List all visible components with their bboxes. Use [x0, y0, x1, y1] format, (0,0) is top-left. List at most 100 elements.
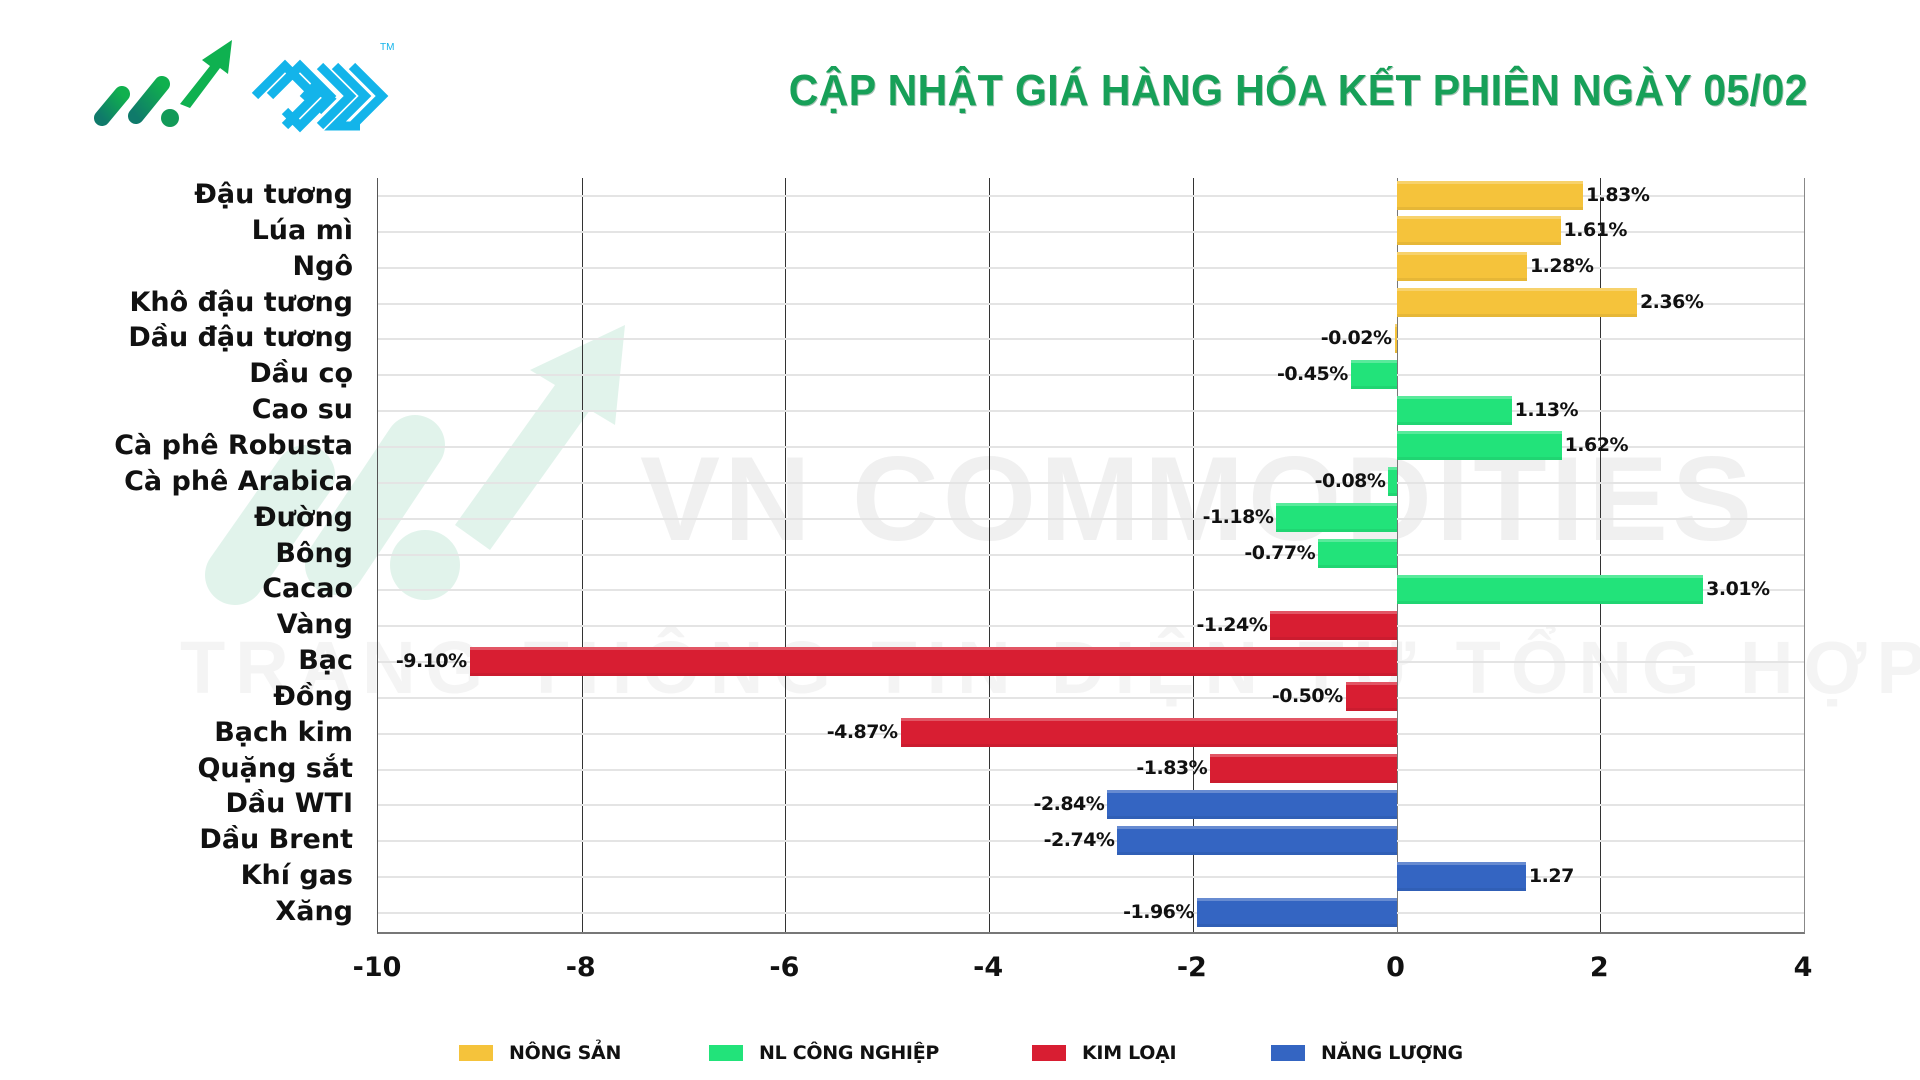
category-label: Dầu WTI: [225, 788, 354, 820]
bar-value-label: -1.18%: [1202, 506, 1274, 529]
watermark-text: VN COMMODITIES: [640, 432, 1757, 566]
category-label: Cà phê Robusta: [114, 429, 353, 461]
plot-area: 1.83% 1.61% 1.28% 2.36% -0.02% -0.45% 1.13% 1.6…: [377, 178, 1805, 934]
horizontal-gridline: [378, 338, 1804, 341]
bar-value-label: -0.77%: [1244, 542, 1316, 564]
legend-item-kim-loai: KIM LOẠI: [1032, 1042, 1177, 1064]
bar: [1396, 395, 1512, 425]
bar: [1107, 789, 1397, 819]
bar: [1396, 180, 1583, 210]
bar: [1196, 897, 1397, 927]
horizontal-gridline: [378, 625, 1804, 628]
horizontal-gridline: [378, 517, 1804, 520]
bar-value-label: -1.83%: [1136, 757, 1208, 780]
bar: [1350, 359, 1397, 389]
legend-item-nl-cong-nghiep: NL CÔNG NGHIỆP: [709, 1042, 939, 1064]
legend-swatch-kim-loai: [1032, 1045, 1066, 1061]
x-tick-label: 4: [1793, 952, 1813, 983]
bar: [1396, 574, 1704, 604]
legend-swatch-nong-san: [459, 1045, 493, 1061]
horizontal-gridline: [378, 481, 1804, 484]
bar-value-label: -2.84%: [1033, 792, 1105, 815]
horizontal-gridline: [378, 912, 1804, 914]
bar: [1396, 288, 1637, 318]
x-tick-label: 2: [1589, 952, 1609, 983]
horizontal-gridline: [378, 445, 1804, 448]
category-label: Lúa mì: [251, 214, 353, 246]
x-tick-label: 0: [1386, 952, 1405, 983]
x-tick-label: -4: [973, 952, 1004, 983]
bar-value-label: -4.87%: [826, 721, 898, 744]
category-label: Đồng: [273, 680, 353, 712]
x-tick-label: -6: [769, 952, 800, 983]
category-label: Khí gas: [240, 860, 353, 892]
legend-swatch-nang-luong: [1271, 1045, 1305, 1061]
bar: [1345, 682, 1397, 712]
brand-logo: TM: [94, 40, 394, 133]
legend-label: NÔNG SẢN: [509, 1042, 622, 1064]
bar: [469, 646, 1397, 676]
category-label: Vàng: [276, 609, 353, 641]
bar: [900, 718, 1397, 748]
bar-value-label: -9.10%: [395, 649, 467, 672]
x-tick-label: -10: [352, 952, 402, 983]
x-tick-label: -2: [1176, 952, 1207, 983]
horizontal-gridline: [378, 840, 1804, 843]
legend-swatch-nl-cong-nghiep: [709, 1045, 743, 1061]
horizontal-gridline: [378, 230, 1804, 233]
horizontal-gridline: [378, 553, 1804, 556]
growth-arrow-logo-icon: [94, 40, 232, 127]
legend-label: KIM LOẠI: [1082, 1042, 1177, 1064]
bar: [1318, 539, 1397, 568]
horizontal-gridline: [378, 876, 1804, 879]
category-label: Bạch kim: [214, 716, 353, 748]
bar: [1396, 861, 1526, 891]
horizontal-gridline: [378, 302, 1804, 305]
bar-value-label: -1.96%: [1123, 900, 1194, 923]
bar: [1270, 610, 1397, 640]
bar: [1388, 467, 1397, 497]
horizontal-gridline: [378, 696, 1804, 699]
bar-value-label: -0.45%: [1276, 362, 1348, 385]
bar: [1276, 503, 1397, 533]
legend-item-nang-luong: NĂNG LƯỢNG: [1271, 1042, 1463, 1064]
category-label: Dầu đậu tương: [128, 322, 353, 354]
bar-value-label: -0.02%: [1320, 326, 1392, 349]
horizontal-gridline: [378, 266, 1804, 269]
horizontal-gridline: [378, 410, 1804, 413]
category-label: Dầu Brent: [199, 824, 353, 856]
bar-value-label: 1.28%: [1529, 255, 1594, 278]
horizontal-gridline: [378, 374, 1804, 377]
horizontal-gridline: [378, 804, 1804, 807]
horizontal-gridline: [378, 195, 1804, 197]
category-label: Cao su: [251, 394, 353, 426]
bar-value-label: 1.62%: [1564, 434, 1629, 457]
maze-diamond-logo-icon: [251, 59, 389, 133]
bar-value-label: 1.27: [1528, 864, 1574, 887]
bar-value-label: -1.24%: [1196, 613, 1268, 636]
legend-item-nong-san: NÔNG SẢN: [459, 1042, 621, 1064]
bar-value-label: -0.08%: [1314, 470, 1386, 493]
category-label: Quặng sắt: [197, 752, 353, 784]
category-label: Đường: [254, 501, 353, 533]
bar-value-label: 3.01%: [1706, 577, 1770, 600]
category-label: Ngô: [292, 250, 353, 282]
x-tick-label: -8: [565, 952, 596, 983]
horizontal-gridline: [378, 768, 1804, 771]
bar: [1117, 825, 1397, 855]
bar-value-label: 2.36%: [1639, 291, 1704, 314]
legend-label: NL CÔNG NGHIỆP: [759, 1042, 940, 1064]
bar-value-label: -0.50%: [1271, 685, 1343, 708]
category-label: Xăng: [275, 896, 353, 927]
bar: [1396, 431, 1562, 461]
bar-value-label: 1.83%: [1585, 183, 1650, 206]
bar-value-label: -2.74%: [1043, 828, 1115, 851]
horizontal-gridline: [378, 589, 1804, 592]
category-label: Bông: [275, 537, 353, 569]
bar-value-label: 1.61%: [1563, 219, 1628, 242]
category-label: Cà phê Arabica: [124, 465, 353, 497]
bar-value-label: 1.13%: [1514, 398, 1579, 421]
category-label: Đậu tương: [194, 179, 353, 210]
bar: [1396, 252, 1527, 282]
chart-title: CẬP NHẬT GIÁ HÀNG HÓA KẾT PHIÊN NGÀY 05/…: [788, 66, 1808, 115]
